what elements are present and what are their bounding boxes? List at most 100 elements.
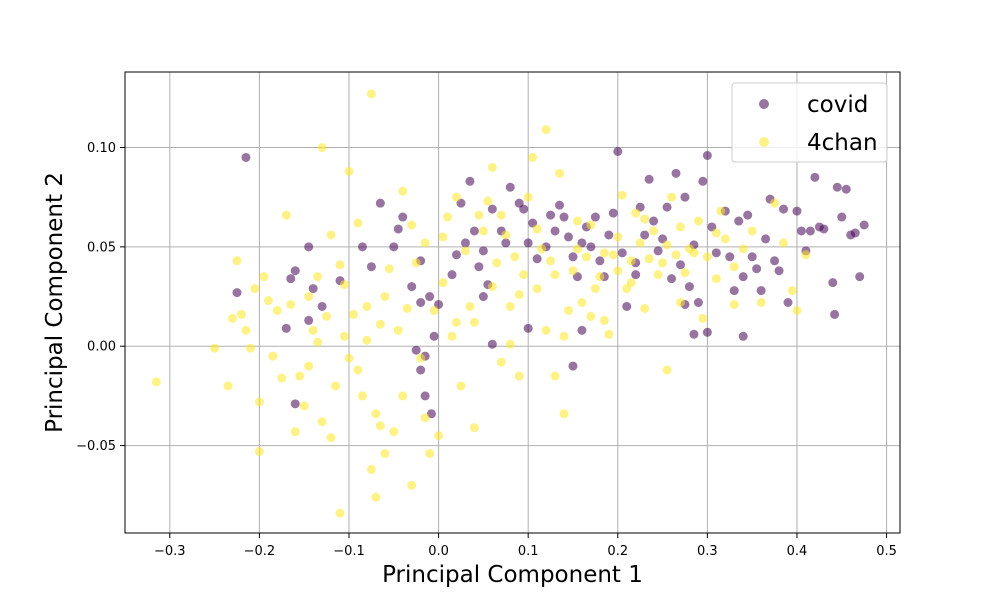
point-4chan — [586, 220, 596, 230]
point-4chan — [348, 309, 358, 319]
point-4chan — [487, 162, 497, 172]
point-4chan — [335, 260, 345, 270]
point-covid — [586, 242, 596, 252]
point-covid — [604, 230, 614, 240]
point-4chan — [689, 248, 699, 258]
point-4chan — [313, 272, 323, 282]
point-4chan — [613, 232, 623, 242]
point-4chan — [501, 230, 511, 240]
point-4chan — [792, 305, 802, 315]
legend-marker-covid — [759, 99, 769, 109]
point-4chan — [308, 325, 318, 335]
point-covid — [698, 176, 708, 186]
point-covid — [532, 254, 542, 264]
point-4chan — [429, 305, 439, 315]
point-covid — [505, 182, 515, 192]
point-4chan — [465, 301, 475, 311]
point-4chan — [371, 409, 381, 419]
point-covid — [429, 331, 439, 341]
point-covid — [684, 282, 694, 292]
point-4chan — [487, 282, 497, 292]
x-axis-label: Principal Component 1 — [382, 562, 643, 588]
point-covid — [792, 206, 802, 216]
point-4chan — [366, 89, 376, 99]
point-covid — [702, 150, 712, 160]
point-4chan — [375, 421, 385, 431]
point-4chan — [254, 447, 264, 457]
point-covid — [452, 250, 462, 260]
point-covid — [563, 232, 573, 242]
x-tick-label: 0.2 — [607, 544, 628, 559]
point-4chan — [326, 230, 336, 240]
point-4chan — [420, 238, 430, 248]
point-covid — [357, 242, 367, 252]
point-4chan — [568, 266, 578, 276]
point-4chan — [644, 254, 654, 264]
point-4chan — [640, 303, 650, 313]
point-4chan — [371, 492, 381, 502]
point-4chan — [729, 299, 739, 309]
point-4chan — [389, 427, 399, 437]
point-covid — [738, 272, 748, 282]
point-4chan — [380, 292, 390, 302]
point-covid — [653, 246, 663, 256]
point-4chan — [366, 464, 376, 474]
point-covid — [667, 274, 677, 284]
point-4chan — [541, 125, 551, 135]
point-4chan — [640, 214, 650, 224]
point-4chan — [393, 325, 403, 335]
point-4chan — [254, 397, 264, 407]
point-4chan — [586, 311, 596, 321]
x-tick-label: 0.0 — [428, 544, 449, 559]
point-covid — [411, 345, 421, 355]
point-4chan — [626, 278, 636, 288]
point-4chan — [787, 286, 797, 296]
point-4chan — [241, 325, 251, 335]
point-covid — [662, 202, 672, 212]
point-4chan — [496, 210, 506, 220]
point-4chan — [716, 206, 726, 216]
point-4chan — [263, 296, 273, 306]
point-4chan — [523, 192, 533, 202]
point-4chan — [537, 244, 547, 254]
point-4chan — [702, 252, 712, 262]
point-covid — [420, 391, 430, 401]
point-covid — [711, 248, 721, 258]
point-covid — [447, 270, 457, 280]
point-4chan — [290, 427, 300, 437]
x-tick-label: −0.2 — [244, 544, 276, 559]
point-covid — [407, 282, 417, 292]
point-4chan — [711, 228, 721, 238]
point-4chan — [326, 433, 336, 443]
point-covid — [393, 224, 403, 234]
point-4chan — [658, 258, 668, 268]
x-tick-label: −0.1 — [333, 544, 365, 559]
point-covid — [281, 323, 291, 333]
point-4chan — [223, 381, 233, 391]
point-4chan — [590, 284, 600, 294]
point-4chan — [505, 301, 515, 311]
point-4chan — [662, 365, 672, 375]
point-covid — [590, 212, 600, 222]
point-4chan — [268, 351, 278, 361]
point-4chan — [245, 343, 255, 353]
point-4chan — [555, 168, 565, 178]
point-4chan — [478, 226, 488, 236]
point-covid — [595, 256, 605, 266]
point-4chan — [505, 339, 515, 349]
point-4chan — [649, 226, 659, 236]
point-covid — [671, 168, 681, 178]
point-4chan — [398, 391, 408, 401]
point-4chan — [483, 196, 493, 206]
point-covid — [756, 286, 766, 296]
point-covid — [774, 266, 784, 276]
point-4chan — [402, 303, 412, 313]
point-4chan — [469, 317, 479, 327]
point-4chan — [362, 301, 372, 311]
point-4chan — [151, 377, 161, 387]
point-covid — [702, 327, 712, 337]
point-covid — [304, 315, 314, 325]
y-tick-label: 0.05 — [87, 240, 116, 255]
point-4chan — [384, 264, 394, 274]
